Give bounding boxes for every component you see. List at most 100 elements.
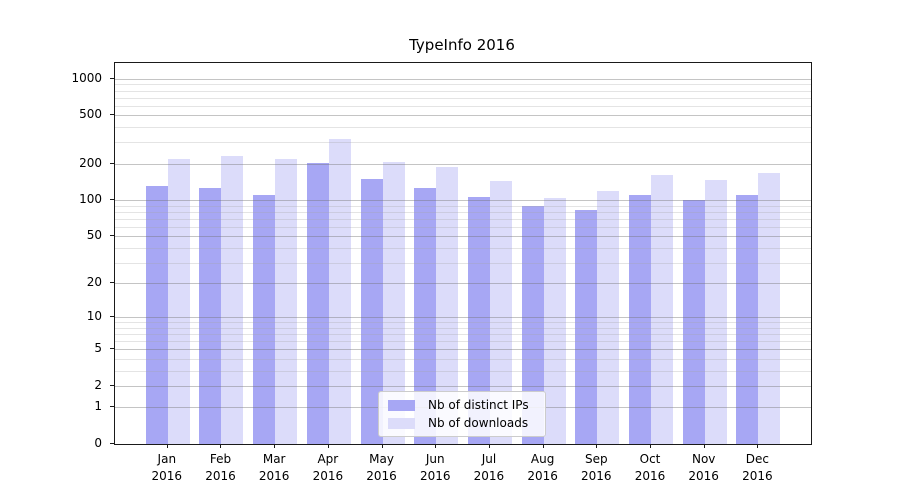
x-tick-label-jul: Jul 2016 — [459, 451, 519, 485]
legend-item-distinct-ips: Nb of distinct IPs — [388, 398, 536, 412]
gridline-major-200 — [115, 163, 811, 165]
gridline-major-50 — [115, 236, 811, 238]
chart-title: TypeInfo 2016 — [409, 36, 515, 54]
x-tick-mark-dec — [757, 444, 759, 448]
x-tick-month: May — [369, 452, 394, 466]
x-tick-mark-feb — [220, 444, 222, 448]
bar-distinct-ips-jul — [467, 196, 490, 444]
x-tick-label-aug: Aug 2016 — [513, 451, 573, 485]
bar-downloads-apr — [328, 138, 351, 444]
y-tick-mark-100 — [110, 199, 114, 201]
gridline-major-100 — [115, 200, 811, 202]
gridline-major-20 — [115, 283, 811, 285]
x-tick-year: 2016 — [419, 469, 451, 483]
x-tick-mark-jun — [435, 444, 437, 448]
x-tick-month: Oct — [639, 452, 661, 466]
plot-area — [114, 62, 812, 445]
gridline-minor-8 — [115, 327, 811, 329]
x-tick-month: Apr — [317, 452, 339, 466]
y-tick-mark-10 — [110, 316, 114, 318]
legend-swatch-downloads — [388, 417, 415, 429]
gridline-major-500 — [115, 115, 811, 117]
x-tick-year: 2016 — [742, 469, 773, 483]
bar-distinct-ips-jun — [414, 187, 437, 444]
y-tick-mark-2 — [110, 384, 114, 386]
x-tick-year: 2016 — [151, 469, 183, 483]
x-tick-year: 2016 — [258, 469, 290, 483]
x-tick-label-oct: Oct 2016 — [620, 451, 680, 485]
legend-label-downloads: Nb of downloads — [428, 416, 529, 430]
bar-downloads-oct — [651, 175, 673, 444]
gridline-minor-7 — [115, 334, 811, 336]
y-tick-label-10: 10 — [86, 309, 102, 324]
gridline-minor-900 — [115, 84, 811, 86]
y-tick-mark-5 — [110, 348, 114, 350]
gridline-major-10 — [115, 317, 811, 319]
y-tick-mark-1000 — [110, 77, 114, 79]
gridline-minor-300 — [115, 142, 811, 144]
x-tick-month: Feb — [209, 452, 232, 466]
x-tick-mark-aug — [542, 444, 544, 448]
gridline-minor-30 — [115, 262, 811, 264]
y-tick-label-1000: 1000 — [71, 70, 102, 85]
gridline-minor-6 — [115, 341, 811, 343]
bar-distinct-ips-aug — [521, 205, 544, 444]
gridline-minor-3 — [115, 370, 811, 372]
legend: Nb of distinct IPs Nb of downloads — [378, 391, 546, 437]
bar-downloads-feb — [221, 155, 244, 444]
gridline-minor-9 — [115, 322, 811, 324]
bar-distinct-ips-apr — [306, 163, 329, 444]
y-tick-mark-50 — [110, 235, 114, 237]
gridline-major-2 — [115, 385, 811, 387]
x-tick-label-jun: Jun 2016 — [405, 451, 465, 485]
bar-distinct-ips-nov — [682, 200, 705, 444]
x-tick-label-mar: Mar 2016 — [244, 451, 304, 485]
gridline-minor-400 — [115, 127, 811, 129]
legend-swatch-distinct-ips — [388, 399, 415, 411]
y-tick-label-0: 0 — [94, 436, 102, 450]
x-tick-mark-mar — [274, 444, 276, 448]
x-tick-month: Aug — [530, 452, 555, 466]
bar-downloads-jun — [436, 166, 459, 444]
x-tick-mark-jul — [488, 444, 490, 448]
gridline-minor-600 — [115, 105, 811, 107]
x-tick-year: 2016 — [688, 469, 719, 483]
gridline-minor-700 — [115, 97, 811, 99]
bar-distinct-ips-jan — [145, 186, 168, 444]
x-tick-mark-may — [381, 444, 383, 448]
x-tick-mark-jan — [166, 444, 168, 448]
gridline-minor-4 — [115, 358, 811, 360]
y-tick-mark-0 — [110, 443, 114, 444]
y-tick-mark-20 — [110, 282, 114, 284]
x-tick-month: Dec — [745, 452, 769, 466]
bar-distinct-ips-feb — [199, 187, 222, 444]
x-tick-month: Sep — [585, 452, 608, 466]
x-tick-year: 2016 — [312, 469, 344, 483]
bar-downloads-sep — [597, 190, 620, 444]
gridline-minor-800 — [115, 90, 811, 92]
gridline-major-5 — [115, 349, 811, 351]
gridline-major-1000 — [115, 78, 811, 80]
x-tick-mark-nov — [703, 444, 705, 448]
y-tick-label-1: 1 — [94, 399, 102, 414]
x-tick-label-apr: Apr 2016 — [298, 451, 358, 485]
bar-downloads-jul — [489, 181, 512, 444]
gridline-minor-90 — [115, 205, 811, 207]
x-tick-year: 2016 — [366, 469, 397, 483]
y-tick-label-100: 100 — [79, 192, 102, 207]
x-tick-mark-apr — [327, 444, 329, 448]
bar-distinct-ips-sep — [575, 210, 598, 444]
gridline-minor-40 — [115, 247, 811, 249]
y-tick-label-20: 20 — [86, 275, 102, 290]
x-tick-year: 2016 — [634, 469, 666, 483]
bar-downloads-nov — [704, 180, 727, 444]
x-tick-year: 2016 — [205, 469, 236, 483]
y-tick-label-500: 500 — [79, 107, 102, 122]
x-tick-label-nov: Nov 2016 — [674, 451, 734, 485]
gridline-minor-70 — [115, 218, 811, 220]
gridline-minor-80 — [115, 211, 811, 213]
bar-downloads-jan — [167, 159, 190, 444]
x-tick-label-jan: Jan 2016 — [137, 451, 197, 485]
x-tick-label-sep: Sep 2016 — [566, 451, 626, 485]
